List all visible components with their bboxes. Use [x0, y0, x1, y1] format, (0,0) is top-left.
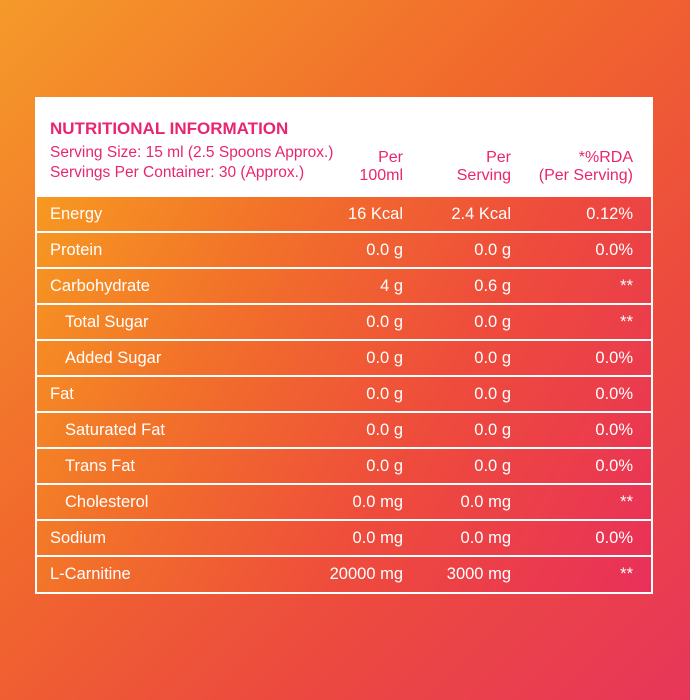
row-divider [37, 519, 651, 521]
table-row: Cholesterol 0.0 mg 0.0 mg ** [37, 485, 651, 521]
nutrient-value: ** [620, 493, 633, 511]
row-divider [37, 231, 651, 233]
nutrient-value: 0.0 g [474, 421, 511, 439]
nutrient-name: Trans Fat [65, 457, 135, 475]
row-divider [37, 555, 651, 557]
column-header-line: Serving [456, 167, 511, 184]
nutrient-value: 0.0 g [474, 457, 511, 475]
column-header: *%RDA (Per Serving) [539, 149, 633, 185]
nutrient-value: 0.0 mg [352, 493, 403, 511]
nutrient-value: 0.0 mg [352, 529, 403, 547]
nutrient-name: Total Sugar [65, 313, 149, 331]
nutrient-value: 0.0 g [366, 349, 403, 367]
nutrient-value: 0.0% [595, 421, 633, 439]
column-header-line: Per [486, 149, 511, 166]
nutrition-panel: NUTRITIONAL INFORMATION Serving Size: 15… [35, 97, 653, 594]
nutrient-value: 0.0% [595, 385, 633, 403]
table-row: Saturated Fat 0.0 g 0.0 g 0.0% [37, 413, 651, 449]
nutrient-value: 20000 mg [329, 565, 403, 583]
nutrient-value: 4 g [380, 277, 403, 295]
nutrient-value: 2.4 Kcal [451, 205, 511, 223]
row-divider [37, 267, 651, 269]
nutrient-value: ** [620, 565, 633, 583]
nutrient-value: 0.0 g [366, 313, 403, 331]
nutrient-value: 0.0 g [474, 349, 511, 367]
nutrient-name: Sodium [50, 529, 106, 547]
nutrient-value: 16 Kcal [347, 205, 403, 223]
nutrient-name: Energy [50, 205, 103, 223]
nutrient-value: 0.0 mg [460, 493, 511, 511]
row-divider [37, 375, 651, 377]
serving-size: Serving Size: 15 ml (2.5 Spoons Approx.) [50, 144, 334, 161]
nutrient-value: 0.0 g [366, 385, 403, 403]
table-row: Trans Fat 0.0 g 0.0 g 0.0% [37, 449, 651, 485]
nutrient-name: Carbohydrate [50, 277, 150, 295]
nutrient-value: 0.0% [595, 241, 633, 259]
row-divider [37, 483, 651, 485]
nutrient-value: 0.0 g [474, 241, 511, 259]
header: NUTRITIONAL INFORMATION Serving Size: 15… [37, 99, 651, 197]
row-divider [37, 447, 651, 449]
title: NUTRITIONAL INFORMATION [50, 119, 289, 138]
nutrient-value: 0.6 g [474, 277, 511, 295]
column-header: Per 100ml [359, 149, 403, 185]
table-row: Sodium 0.0 mg 0.0 mg 0.0% [37, 521, 651, 557]
nutrient-name: Protein [50, 241, 103, 259]
table-row: Total Sugar 0.0 g 0.0 g ** [37, 305, 651, 341]
nutrient-name: Fat [50, 385, 74, 403]
table-row: Energy 16 Kcal 2.4 Kcal 0.12% [37, 197, 651, 233]
nutrient-value: ** [620, 277, 633, 295]
nutrient-name: L-Carnitine [50, 565, 131, 583]
nutrient-value: 0.0% [595, 457, 633, 475]
servings-per-container: Servings Per Container: 30 (Approx.) [50, 164, 305, 181]
row-divider [37, 411, 651, 413]
table-row: Added Sugar 0.0 g 0.0 g 0.0% [37, 341, 651, 377]
nutrient-value: 0.0 g [366, 241, 403, 259]
nutrient-name: Cholesterol [65, 493, 149, 511]
nutrient-value: 0.0% [595, 529, 633, 547]
nutrient-value: ** [620, 313, 633, 331]
nutrient-value: 0.0 g [366, 421, 403, 439]
nutrient-name: Added Sugar [65, 349, 162, 367]
row-divider [37, 339, 651, 341]
nutrient-name: Saturated Fat [65, 421, 165, 439]
table-row: Carbohydrate 4 g 0.6 g ** [37, 269, 651, 305]
column-header-line: 100ml [359, 167, 403, 184]
nutrient-value: 0.12% [586, 205, 633, 223]
row-divider [37, 303, 651, 305]
nutrient-value: 0.0 g [474, 385, 511, 403]
column-header-line: *%RDA [578, 149, 633, 166]
column-header-line: (Per Serving) [538, 167, 633, 184]
nutrient-value: 0.0 mg [460, 529, 511, 547]
nutrient-value: 0.0 g [474, 313, 511, 331]
column-header: Per Serving [457, 149, 511, 185]
table-row: Fat 0.0 g 0.0 g 0.0% [37, 377, 651, 413]
column-header-line: Per [378, 149, 403, 166]
nutrient-value: 3000 mg [446, 565, 511, 583]
nutrient-value: 0.0 g [366, 457, 403, 475]
nutrient-value: 0.0% [595, 349, 633, 367]
table-row: L-Carnitine 20000 mg 3000 mg ** [37, 557, 651, 593]
table-row: Protein 0.0 g 0.0 g 0.0% [37, 233, 651, 269]
